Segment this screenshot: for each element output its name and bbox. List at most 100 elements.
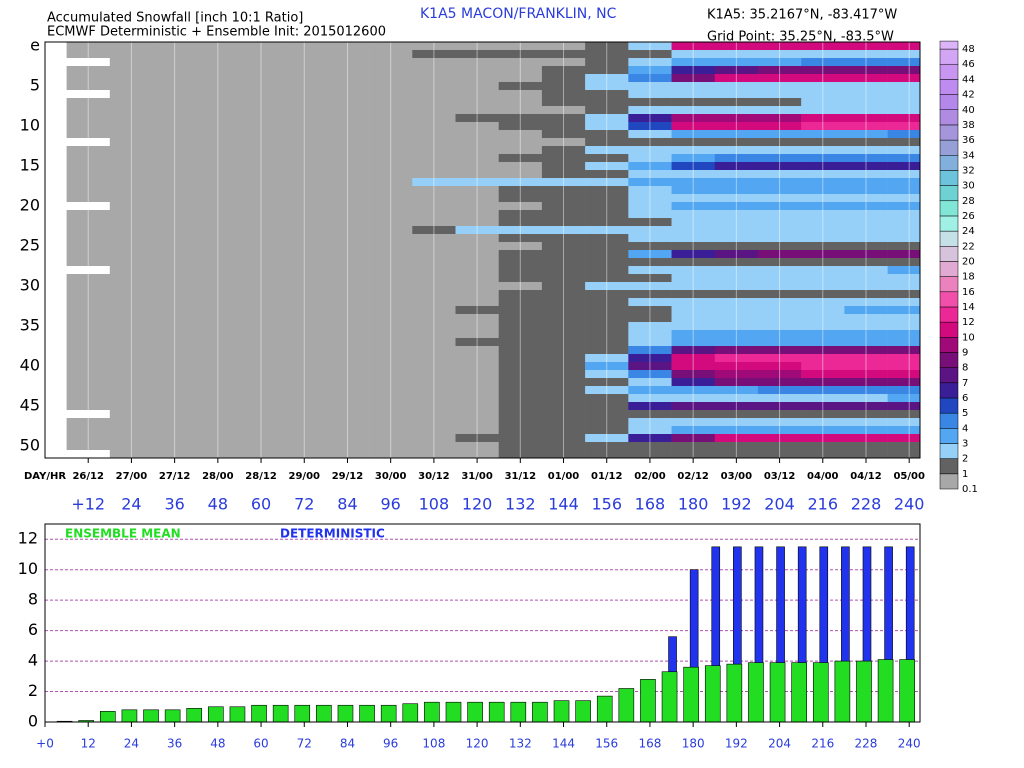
heatmap-cell (887, 106, 920, 115)
colorbar-swatch (939, 63, 959, 80)
x-tick-label: 240 (898, 737, 921, 751)
heatmap-cell (498, 170, 543, 179)
heatmap-cell (498, 82, 543, 91)
heatmap-cell (585, 346, 629, 355)
y-tick-label: 30 (20, 276, 40, 295)
heatmap-cell (455, 218, 500, 227)
heatmap-cell (714, 74, 759, 83)
heatmap-cell (498, 426, 543, 435)
heatmap-cell (239, 194, 283, 203)
heatmap-cell (109, 266, 154, 275)
heatmap-cell (109, 306, 154, 315)
heatmap-cell (325, 162, 370, 171)
heatmap-cell (239, 354, 283, 363)
heatmap-cell (844, 50, 888, 59)
heatmap-cell (887, 170, 920, 179)
heatmap-cell (541, 130, 586, 139)
heatmap-cell (541, 362, 586, 371)
heatmap-cell (412, 58, 456, 67)
heatmap-cell (585, 114, 629, 123)
heatmap-cell (66, 154, 111, 163)
heatmap-cell (66, 306, 111, 315)
heatmap-cell (196, 306, 240, 315)
heatmap-cell (844, 66, 888, 75)
heatmap-cell (498, 362, 543, 371)
heatmap-cell (498, 122, 543, 131)
heatmap-cell (585, 58, 629, 67)
heatmap-cell (66, 138, 111, 147)
heatmap-cell (844, 202, 888, 211)
heatmap-cell (369, 250, 413, 259)
heatmap-cell (109, 178, 154, 187)
heatmap-cell (239, 266, 283, 275)
x-tick-label: 168 (635, 495, 666, 514)
heatmap-cell (757, 170, 802, 179)
heatmap-cell (628, 266, 672, 275)
colorbar-swatch (939, 109, 959, 126)
heatmap-cell (109, 346, 154, 355)
heatmap-cell (412, 146, 456, 155)
heatmap-cell (66, 410, 111, 419)
heatmap-cell (153, 138, 197, 147)
heatmap-cell (153, 250, 197, 259)
heatmap-cell (66, 250, 111, 259)
heatmap-cell (153, 186, 197, 195)
colorbar-label: 18 (962, 272, 975, 283)
heatmap-cell (66, 58, 111, 67)
heatmap-cell (541, 234, 586, 243)
x-tick-label: 180 (682, 737, 705, 751)
heatmap-cell (498, 266, 543, 275)
heatmap-cell (153, 202, 197, 211)
heatmap-cell (541, 354, 586, 363)
heatmap-cell (196, 162, 240, 171)
heatmap-cell (325, 282, 370, 291)
heatmap-cell (325, 258, 370, 267)
heatmap-cell (628, 154, 672, 163)
heatmap-cell (369, 258, 413, 267)
heatmap-cell (153, 354, 197, 363)
heatmap-cell (66, 98, 111, 107)
heatmap-cell (66, 426, 111, 435)
heatmap-cell (282, 98, 327, 107)
heatmap-cell (671, 58, 716, 67)
heatmap-cell (498, 306, 543, 315)
heatmap-cell (498, 162, 543, 171)
heatmap-cell (671, 50, 716, 59)
heatmap-cell (325, 226, 370, 235)
y-tick-label: 20 (20, 196, 40, 215)
heatmap-cell (369, 98, 413, 107)
heatmap-cell (585, 298, 629, 307)
heatmap-cell (325, 234, 370, 243)
heatmap-cell (887, 354, 920, 363)
heatmap-cell (844, 266, 888, 275)
heatmap-cell (239, 370, 283, 379)
heatmap-cell (801, 162, 845, 171)
heatmap-cell (801, 42, 845, 51)
heatmap-cell (196, 146, 240, 155)
heatmap-cell (801, 50, 845, 59)
heatmap-cell (801, 266, 845, 275)
heatmap-cell (498, 450, 543, 458)
heatmap-cell (153, 98, 197, 107)
heatmap-cell (801, 154, 845, 163)
date-label: 03/00 (721, 471, 753, 482)
heatmap-cell (66, 450, 111, 458)
colorbar-label: 4 (962, 423, 968, 434)
heatmap-cell (196, 202, 240, 211)
heatmap-cell (714, 50, 759, 59)
heatmap-cell (66, 418, 111, 427)
heatmap-cell (671, 178, 716, 187)
heatmap-cell (887, 450, 920, 458)
heatmap-cell (109, 362, 154, 371)
heatmap-cell (282, 50, 327, 59)
heatmap-cell (628, 338, 672, 347)
heatmap-cell (369, 242, 413, 251)
y-tick-label: 10 (20, 116, 40, 135)
heatmap-cell (541, 442, 586, 451)
heatmap-cell (671, 122, 716, 131)
heatmap-cell (412, 154, 456, 163)
heatmap-cell (109, 106, 154, 115)
heatmap-cell (282, 210, 327, 219)
heatmap-cell (585, 402, 629, 411)
heatmap-cell (628, 450, 672, 458)
